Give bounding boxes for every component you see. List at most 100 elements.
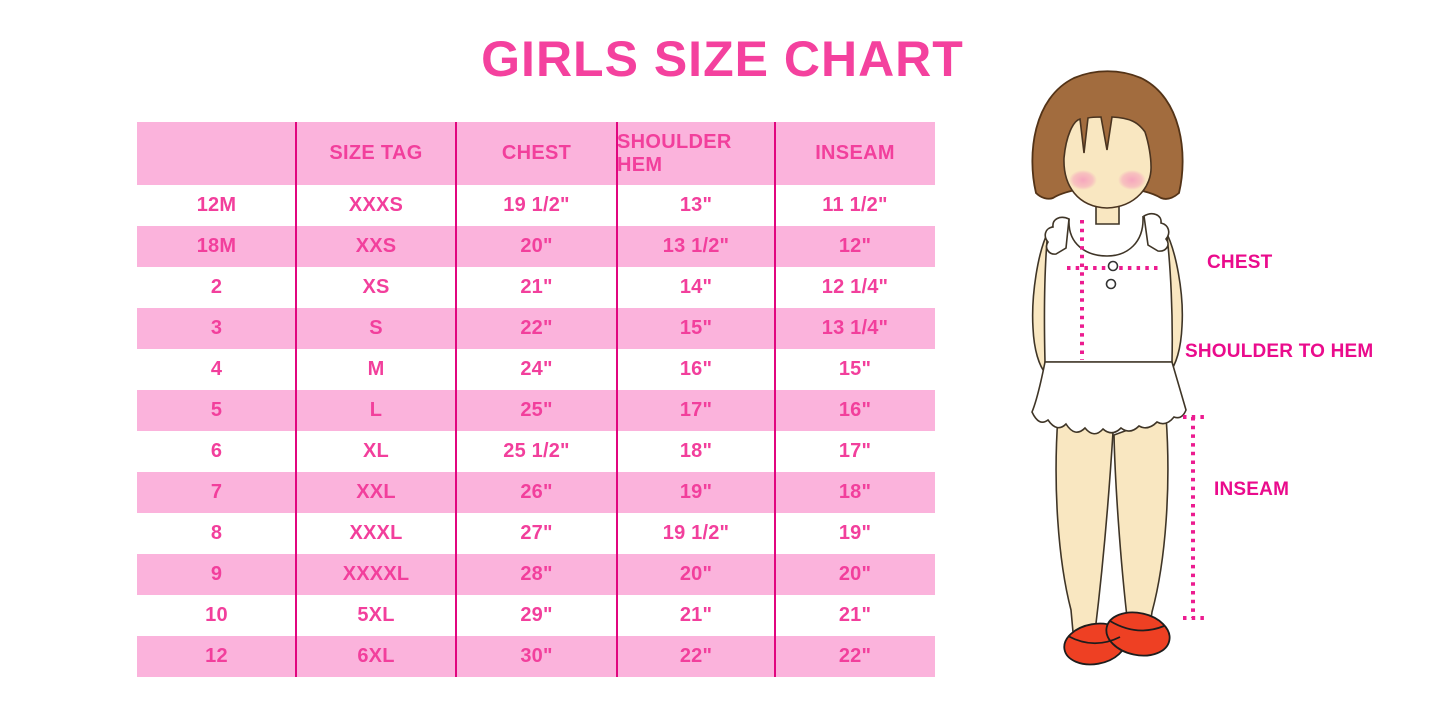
table-header-row: SIZE TAG CHEST SHOULDER HEM INSEAM <box>137 122 935 185</box>
table-cell: 24" <box>520 358 553 380</box>
table-cell: XXXL <box>349 522 403 544</box>
table-cell: XS <box>362 276 390 298</box>
table-cell: 12" <box>838 235 872 257</box>
table-cell: 21" <box>838 604 872 626</box>
table-cell: 6 <box>210 440 223 462</box>
table-cell: 25" <box>520 399 553 421</box>
table-cell: 30" <box>520 645 553 667</box>
table-cell: 17" <box>679 399 713 421</box>
table-row: 8 XXXL 27" 19 1/2" 19" <box>137 513 935 554</box>
table-cell: 15" <box>679 317 713 339</box>
page-title: GIRLS SIZE CHART <box>481 31 964 87</box>
table-cell: 12 <box>205 645 228 667</box>
table-cell: 22" <box>520 317 553 339</box>
table-cell: XXXS <box>348 194 404 216</box>
column-header-chest: CHEST <box>501 142 572 164</box>
table-cell: L <box>369 399 383 421</box>
table-cell: 22" <box>838 645 872 667</box>
table-cell: S <box>369 317 383 339</box>
table-cell: 27" <box>520 522 553 544</box>
leg-left <box>1055 414 1114 633</box>
shoulder-to-hem-label: SHOULDER TO HEM <box>1185 341 1374 362</box>
table-cell: 18M <box>196 235 237 257</box>
size-table: SIZE TAG CHEST SHOULDER HEM INSEAM 12M XX… <box>137 122 935 677</box>
table-row: 6 XL 25 1/2" 18" 17" <box>137 431 935 472</box>
table-row: 12M XXXS 19 1/2" 13" 11 1/2" <box>137 185 935 226</box>
table-cell: 19" <box>838 522 872 544</box>
table-cell: 19 1/2" <box>662 522 730 544</box>
column-header-inseam: INSEAM <box>815 142 895 164</box>
table-cell: 25 1/2" <box>503 440 570 462</box>
table-cell: 18" <box>679 440 713 462</box>
table-cell: 29" <box>520 604 553 626</box>
shoe-strap-left <box>1067 635 1121 645</box>
table-row: 4 M 24" 16" 15" <box>137 349 935 390</box>
table-cell: 20" <box>520 235 553 257</box>
inseam-label: INSEAM <box>1214 479 1290 500</box>
chest-label: CHEST <box>1207 252 1273 273</box>
table-cell: 19 1/2" <box>503 194 570 216</box>
table-cell: 16" <box>838 399 872 421</box>
skirt <box>1031 361 1187 435</box>
table-cell: 11 1/2" <box>822 194 888 216</box>
table-cell: 19" <box>679 481 713 503</box>
table-cell: 21" <box>520 276 553 298</box>
column-header-shoulder-hem: SHOULDER HEM <box>617 130 732 176</box>
table-row: 18M XXS 20" 13 1/2" 12" <box>137 226 935 267</box>
column-header-blank <box>137 122 296 185</box>
shoe-strap-right <box>1109 620 1165 632</box>
blush-right <box>1118 170 1146 190</box>
table-cell: 2 <box>210 276 223 298</box>
table-cell: 20" <box>679 563 713 585</box>
table-cell: 4 <box>210 358 223 380</box>
table-row: 9 XXXXL 28" 20" 20" <box>137 554 935 595</box>
blush-left <box>1069 170 1097 190</box>
column-divider <box>774 122 776 677</box>
table-cell: 13" <box>679 194 713 216</box>
table-row: 3 S 22" 15" 13 1/4" <box>137 308 935 349</box>
ruffle-left <box>1044 216 1070 255</box>
table-cell: 5 <box>210 399 223 421</box>
table-cell: 8 <box>210 522 223 544</box>
ruffle-right <box>1143 213 1170 252</box>
table-row: 7 XXL 26" 19" 18" <box>137 472 935 513</box>
table-cell: 5XL <box>357 604 395 626</box>
table-cell: 10 <box>205 604 228 626</box>
table-cell: XL <box>363 440 389 462</box>
column-divider <box>455 122 457 677</box>
table-cell: 22" <box>679 645 713 667</box>
table-cell: 7 <box>210 481 223 503</box>
shoe-right <box>1105 611 1171 657</box>
table-cell: 9 <box>210 563 223 585</box>
table-cell: XXS <box>355 235 397 257</box>
table-row: 12 6XL 30" 22" 22" <box>137 636 935 677</box>
button-bottom <box>1105 278 1117 290</box>
table-cell: 14" <box>679 276 713 298</box>
table-cell: 13 1/4" <box>821 317 889 339</box>
column-divider <box>295 122 297 677</box>
table-cell: 6XL <box>357 645 395 667</box>
table-cell: M <box>367 358 385 380</box>
girl-measurement-diagram <box>1031 70 1206 666</box>
table-cell: XXL <box>356 481 396 503</box>
table-cell: 12M <box>196 194 237 216</box>
size-table-body: 12M XXXS 19 1/2" 13" 11 1/2" 18M XXS 20" 13 1/2"… <box>137 185 935 677</box>
column-divider <box>616 122 618 677</box>
column-header-size-tag: SIZE TAG <box>329 142 423 164</box>
table-cell: 26" <box>520 481 553 503</box>
table-row: 10 5XL 29" 21" 21" <box>137 595 935 636</box>
table-cell: 28" <box>520 563 553 585</box>
table-cell: 20" <box>838 563 872 585</box>
table-cell: 12 1/4" <box>821 276 889 298</box>
table-row: 5 L 25" 17" 16" <box>137 390 935 431</box>
table-cell: 13 1/2" <box>662 235 730 257</box>
table-cell: 15" <box>838 358 872 380</box>
table-row: 2 XS 21" 14" 12 1/4" <box>137 267 935 308</box>
table-cell: 16" <box>679 358 713 380</box>
leg-right <box>1113 414 1169 627</box>
table-cell: XXXXL <box>342 563 410 585</box>
button-top <box>1107 260 1119 272</box>
table-cell: 17" <box>838 440 872 462</box>
table-cell: 21" <box>679 604 713 626</box>
